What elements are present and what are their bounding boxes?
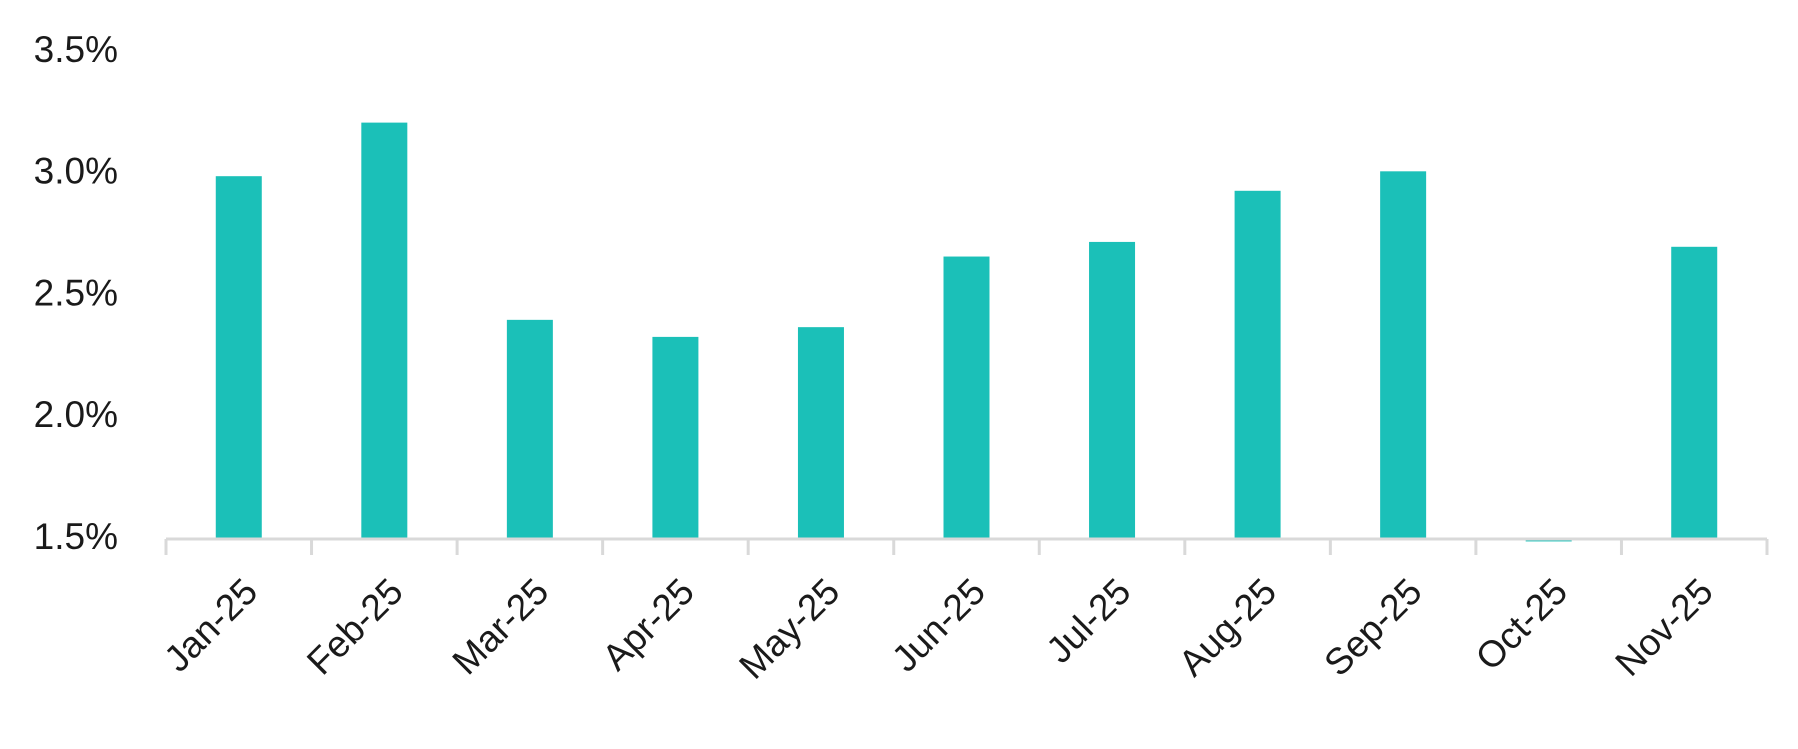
bar: [1234, 190, 1281, 540]
y-tick-label: 3.0%: [34, 151, 118, 192]
bar: [652, 336, 699, 539]
x-tick-label: Apr-25: [594, 571, 702, 679]
y-tick-label: 2.0%: [34, 394, 118, 435]
x-tick-label: Oct-25: [1468, 571, 1576, 679]
bar: [1671, 246, 1718, 540]
x-tick-label: Aug-25: [1171, 571, 1284, 684]
bar: [506, 319, 553, 539]
x-tick-label: Jun-25: [884, 571, 993, 680]
x-tick-label: Sep-25: [1316, 571, 1429, 684]
x-tick-label: Jan-25: [156, 571, 265, 680]
bar: [361, 122, 408, 540]
bar: [1089, 241, 1136, 539]
x-tick-label: Nov-25: [1607, 571, 1720, 684]
y-tick-label: 1.5%: [34, 516, 118, 557]
bar: [1380, 171, 1427, 539]
x-tick-label: Jul-25: [1038, 571, 1138, 671]
bar: [215, 176, 262, 539]
x-tick-label: Feb-25: [299, 571, 411, 683]
x-tick-label: Mar-25: [445, 571, 557, 683]
bar: [943, 256, 990, 539]
y-tick-label: 3.5%: [34, 29, 118, 70]
bar: [797, 327, 844, 539]
y-tick-label: 2.5%: [34, 272, 118, 313]
x-tick-label: May-25: [731, 571, 847, 687]
